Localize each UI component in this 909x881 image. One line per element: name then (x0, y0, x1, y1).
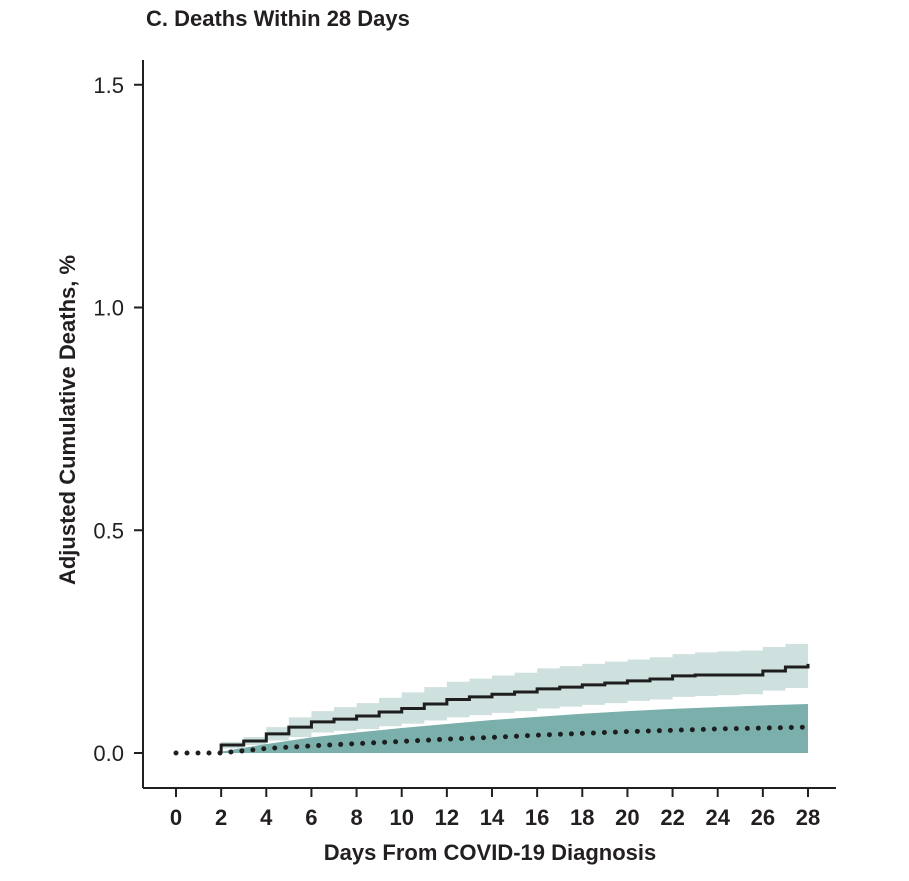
y-tick-label: 1.0 (93, 296, 124, 321)
x-tick-label: 6 (305, 805, 317, 830)
solid-series-line (219, 663, 810, 753)
x-tick-label: 12 (435, 805, 459, 830)
x-tick-label: 8 (350, 805, 362, 830)
x-tick-label: 20 (615, 805, 639, 830)
x-tick-label: 24 (705, 805, 730, 830)
x-tick-label: 16 (525, 805, 549, 830)
y-tick-label: 1.5 (93, 73, 124, 98)
x-tick-label: 22 (660, 805, 684, 830)
x-tick-label: 26 (751, 805, 775, 830)
x-tick-label: 28 (796, 805, 820, 830)
x-tick-label: 14 (480, 805, 505, 830)
y-tick-label: 0.5 (93, 518, 124, 543)
x-axis-label: Days From COVID-19 Diagnosis (324, 840, 657, 865)
y-tick-label: 0.0 (93, 741, 124, 766)
y-axis-label: Adjusted Cumulative Deaths, % (55, 255, 80, 585)
x-tick-label: 10 (389, 805, 413, 830)
dotted-ci-band (221, 703, 809, 753)
x-tick-label: 2 (215, 805, 227, 830)
chart-title: C. Deaths Within 28 Days (146, 6, 410, 31)
x-tick-label: 4 (260, 805, 273, 830)
x-tick-label: 0 (170, 805, 182, 830)
dotted-series-line (173, 724, 811, 756)
x-tick-label: 18 (570, 805, 594, 830)
